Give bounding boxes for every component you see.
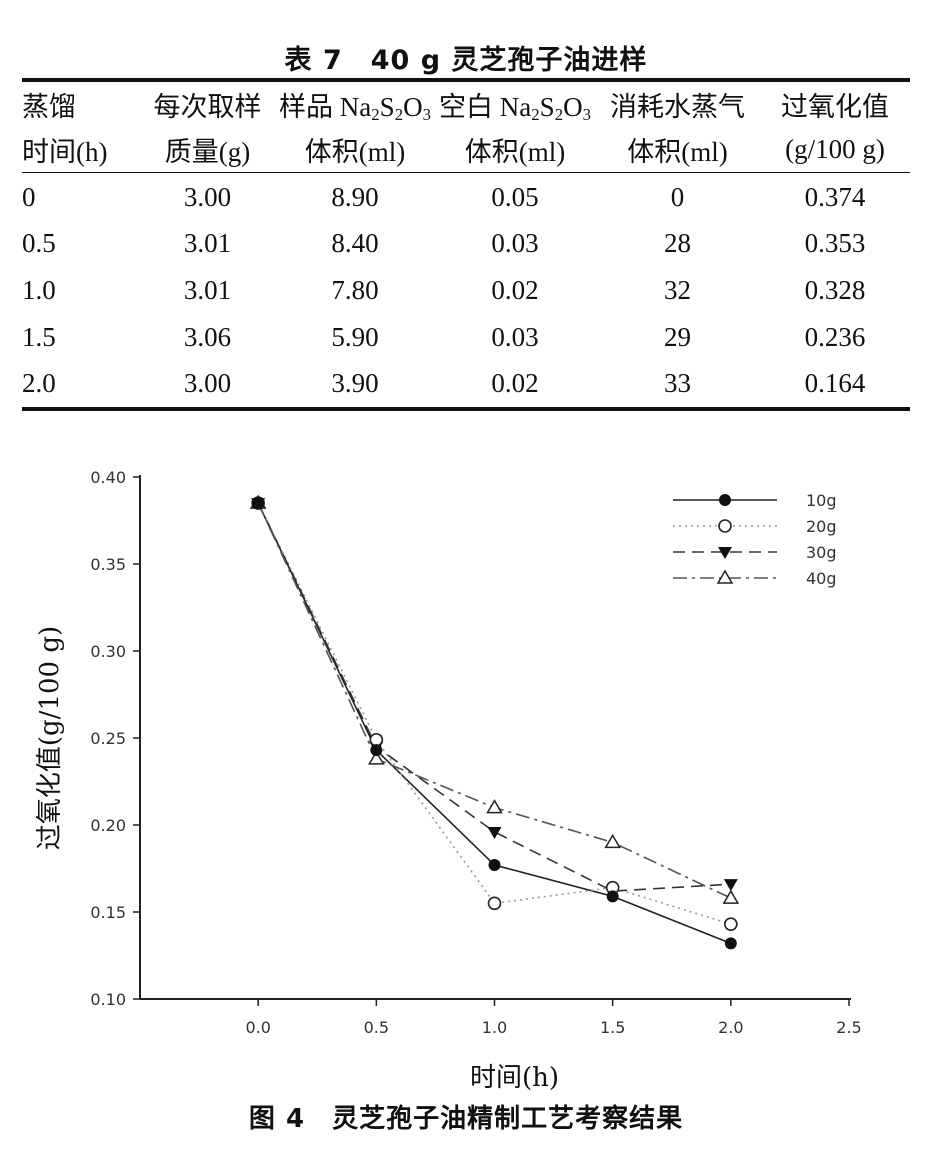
table-row: 0 3.00 8.90 0.05 0 0.374 <box>22 172 910 221</box>
x-tick-label: 2.5 <box>836 1018 861 1037</box>
header-blank-na2s2o3-l1: 空白 Na2S2O3 <box>439 92 591 125</box>
series-line-10g <box>257 502 732 945</box>
table-cell: 0.164 <box>804 368 866 399</box>
legend-marker-30g <box>718 547 732 559</box>
table-cell: 3.00 <box>183 181 232 212</box>
x-tick-label: 2.0 <box>718 1018 743 1037</box>
header-steam-volume-l1: 消耗水蒸气 <box>610 92 745 122</box>
data-table: 蒸馏 每次取样 样品 Na2S2O3 空白 Na2S2O3 消耗水蒸气 过氧化值… <box>22 82 910 407</box>
x-tick-label: 1.0 <box>482 1018 507 1037</box>
data-point-10g <box>606 890 619 903</box>
data-point-20g <box>724 917 738 931</box>
table-cell: 0.02 <box>491 274 539 305</box>
table-cell: 8.40 <box>331 228 379 259</box>
legend-label: 30g <box>806 543 837 562</box>
header-blank-na2s2o3-l2: 体积(ml) <box>464 137 566 167</box>
table-row: 0.5 3.01 8.40 0.03 28 0.353 <box>22 221 910 268</box>
series-line-30g <box>257 502 731 892</box>
header-sample-mass-l1: 每次取样 <box>153 92 262 122</box>
legend-marker-20g <box>718 519 732 533</box>
table-cell: 3.90 <box>331 368 379 399</box>
table-top-rule <box>22 78 910 82</box>
table-cell: 3.01 <box>183 228 232 259</box>
data-point-20g <box>369 732 384 747</box>
table-cell: 0 <box>22 181 36 212</box>
peroxide-line-chart: 0.10 0.15 0.20 0.25 0.30 0.35 0.40 0.0 0.5 1.0 1.5… <box>35 468 862 1090</box>
data-point-40g <box>486 799 503 814</box>
table-header-rule <box>22 172 910 173</box>
y-tick-label: 0.30 <box>90 642 126 661</box>
data-point-30g <box>487 826 502 839</box>
header-distill-time-l2: 时间(h) <box>22 137 108 167</box>
data-point-40g <box>368 750 385 765</box>
table-cell: 0.236 <box>804 321 866 352</box>
x-tick-label: 1.5 <box>600 1018 625 1037</box>
x-tick-label: 0.5 <box>364 1018 389 1037</box>
table-cell: 3.06 <box>183 321 232 352</box>
x-axis-label: 时间(h) <box>470 1063 559 1090</box>
data-point-10g <box>252 497 265 510</box>
table-cell: 0.03 <box>491 321 539 352</box>
table-cell: 3.00 <box>183 368 232 399</box>
header-peroxide-value-l2: (g/100 g) <box>785 134 885 164</box>
table-cell: 0.03 <box>491 228 539 259</box>
table-cell: 8.90 <box>331 181 379 212</box>
table-cell: 0.02 <box>491 368 539 399</box>
y-axis-label: 过氧化值(g/100 g) <box>35 626 65 850</box>
data-point-10g <box>370 744 383 757</box>
y-tick-label: 0.20 <box>90 816 126 835</box>
header-sample-na2s2o3-l1: 样品 Na2S2O3 <box>279 92 431 125</box>
table-row: 2.0 3.00 3.90 0.02 33 0.164 <box>22 360 910 407</box>
table-cell: 33 <box>664 368 691 399</box>
data-point-40g <box>722 889 740 904</box>
data-point-10g <box>488 859 501 872</box>
table-cell: 0.5 <box>22 228 56 259</box>
table-cell: 0.353 <box>804 228 866 259</box>
header-steam-volume-l2: 体积(ml) <box>627 137 728 167</box>
table-cell: 1.5 <box>22 321 56 352</box>
table-cell: 0.328 <box>804 274 866 305</box>
legend-label: 40g <box>806 569 837 588</box>
y-tick-label: 0.25 <box>90 729 126 748</box>
y-tick-label: 0.15 <box>90 903 126 922</box>
table-cell: 0 <box>670 181 685 212</box>
table-cell: 0.374 <box>804 181 866 212</box>
table-cell: 29 <box>664 321 691 352</box>
figure-caption: 图 4 灵芝孢子油精制工艺考察结果 <box>248 1104 684 1134</box>
table-row: 1.5 3.06 5.90 0.03 29 0.236 <box>22 314 910 361</box>
x-tick-label: 0.0 <box>245 1018 270 1037</box>
table-cell: 7.80 <box>331 274 379 305</box>
header-peroxide-value-l1: 过氧化值 <box>781 92 889 122</box>
table-cell: 28 <box>664 228 691 259</box>
header-sample-na2s2o3-l2: 体积(ml) <box>304 137 406 167</box>
header-distill-time-l1: 蒸馏 <box>22 92 76 122</box>
y-tick-label: 0.35 <box>90 555 126 574</box>
table-bottom-rule <box>22 407 910 411</box>
table-cell: 0.05 <box>491 181 539 212</box>
data-point-40g <box>604 833 621 849</box>
legend-marker-40g <box>716 569 734 584</box>
table-title: 表 7 40 g 灵芝孢子油进样 <box>284 45 648 76</box>
legend-label: 20g <box>806 517 837 536</box>
legend-marker-10g <box>719 494 731 506</box>
data-point-10g <box>724 937 737 950</box>
table-cell: 2.0 <box>22 368 56 399</box>
y-tick-label: 0.40 <box>90 468 126 487</box>
table-cell: 1.0 <box>22 274 56 305</box>
y-tick-label: 0.10 <box>90 990 126 1009</box>
table-cell: 3.01 <box>183 274 232 305</box>
table-cell: 32 <box>664 274 691 305</box>
data-point-30g <box>723 879 738 892</box>
legend-label: 10g <box>806 491 837 510</box>
header-sample-mass-l2: 质量(g) <box>164 137 251 167</box>
table-row: 1.0 3.01 7.80 0.02 32 0.328 <box>22 267 910 314</box>
table-cell: 5.90 <box>331 321 379 352</box>
data-point-20g <box>487 896 502 911</box>
